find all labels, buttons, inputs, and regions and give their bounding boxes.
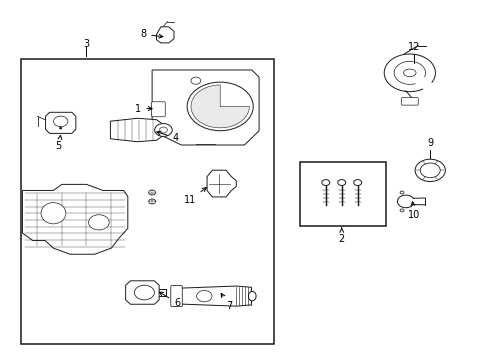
Circle shape — [196, 291, 212, 302]
Ellipse shape — [248, 291, 256, 301]
Bar — [300, 162, 385, 226]
Circle shape — [187, 82, 253, 131]
Polygon shape — [110, 118, 163, 142]
Circle shape — [353, 180, 361, 185]
Text: 12: 12 — [407, 42, 419, 52]
Circle shape — [399, 191, 403, 194]
Circle shape — [337, 180, 345, 185]
FancyBboxPatch shape — [151, 102, 165, 117]
Circle shape — [191, 77, 201, 84]
Text: 2: 2 — [338, 228, 344, 244]
Polygon shape — [156, 27, 174, 43]
Polygon shape — [45, 112, 76, 134]
Polygon shape — [178, 286, 251, 306]
Text: 9: 9 — [427, 138, 432, 148]
Circle shape — [321, 180, 329, 185]
Circle shape — [148, 190, 155, 195]
Text: 8: 8 — [140, 29, 163, 39]
Ellipse shape — [41, 203, 66, 224]
Ellipse shape — [403, 69, 415, 77]
Circle shape — [399, 209, 403, 212]
FancyBboxPatch shape — [401, 98, 417, 105]
FancyBboxPatch shape — [170, 285, 182, 307]
Polygon shape — [152, 70, 259, 145]
Text: 10: 10 — [407, 202, 419, 220]
Bar — [21, 59, 273, 344]
Text: 11: 11 — [183, 188, 206, 205]
Polygon shape — [206, 170, 236, 197]
Circle shape — [134, 285, 154, 300]
Polygon shape — [22, 184, 127, 254]
Ellipse shape — [88, 215, 109, 230]
Circle shape — [159, 127, 167, 133]
Text: 1: 1 — [135, 104, 152, 113]
Circle shape — [154, 123, 172, 136]
Text: 4: 4 — [157, 131, 178, 143]
Text: 5: 5 — [56, 135, 62, 152]
Polygon shape — [125, 281, 159, 304]
Circle shape — [60, 127, 62, 129]
Text: 7: 7 — [221, 293, 232, 311]
Text: 6: 6 — [159, 292, 180, 308]
Circle shape — [148, 199, 155, 204]
Circle shape — [53, 116, 68, 127]
Circle shape — [419, 163, 439, 178]
Circle shape — [414, 159, 445, 181]
Polygon shape — [191, 85, 249, 128]
Text: 3: 3 — [83, 39, 89, 49]
